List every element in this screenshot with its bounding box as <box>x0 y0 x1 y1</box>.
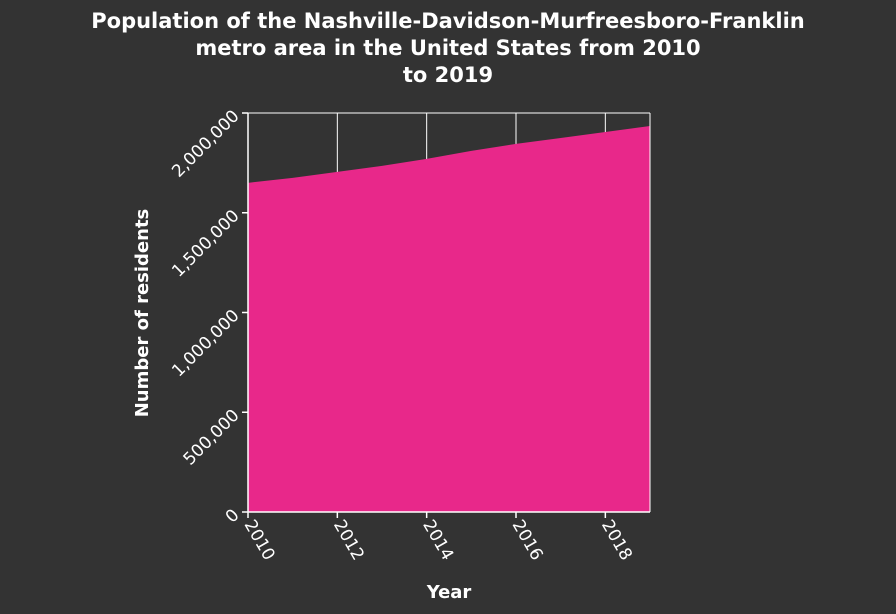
y-tick-label-1: 500,000 <box>180 406 244 470</box>
x-tick-label-2014: 2014 <box>418 517 457 564</box>
y-tick-label-4: 2,000,000 <box>168 106 243 181</box>
chart-title-line-1: Population of the Nashville-Davidson-Mur… <box>91 9 805 33</box>
x-axis-title: Year <box>426 582 472 603</box>
tick-marks <box>242 112 607 518</box>
chart-title-line-2: metro area in the United States from 201… <box>195 36 701 60</box>
y-tick-label-2: 1,000,000 <box>168 306 243 381</box>
x-tick-label-2012: 2012 <box>329 517 368 564</box>
y-tick-label-0: 0 <box>222 505 244 527</box>
chart-title-line-3: to 2019 <box>402 63 494 87</box>
chart-title: Population of the Nashville-Davidson-Mur… <box>0 8 896 89</box>
y-axis-title: Number of residents <box>132 209 153 418</box>
area-fill <box>248 125 650 512</box>
area-series <box>248 125 650 512</box>
x-tick-label-2018: 2018 <box>597 517 636 564</box>
x-tick-label-2016: 2016 <box>508 517 547 564</box>
y-tick-label-3: 1,500,000 <box>168 206 243 281</box>
x-tick-label-2010: 2010 <box>240 517 279 564</box>
